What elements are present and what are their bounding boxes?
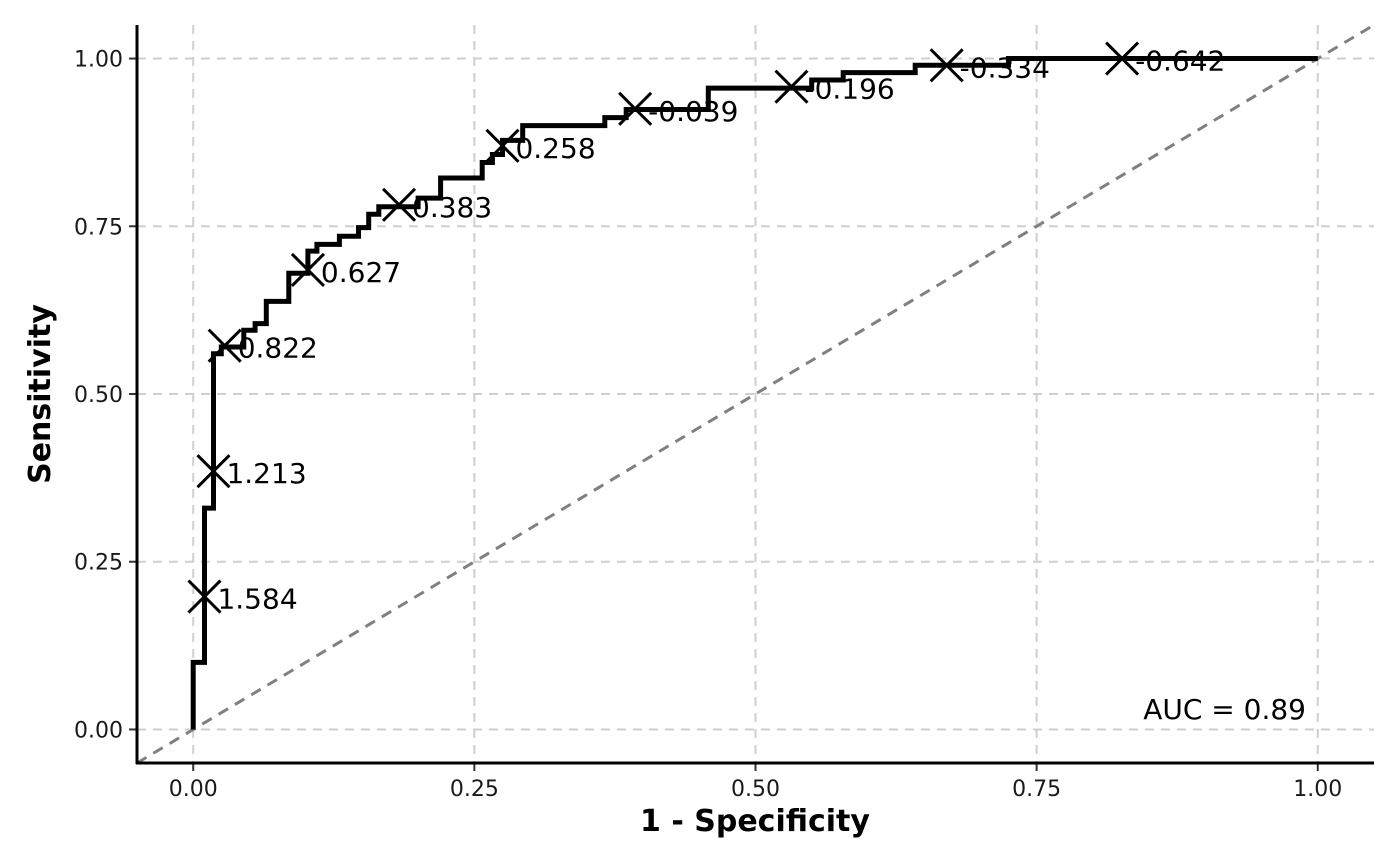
x-tick-label: 0.50	[731, 777, 780, 802]
cutpoint-label: 0.258	[515, 132, 595, 165]
y-tick-label: 0.00	[74, 718, 123, 743]
cutpoint-marker	[290, 252, 325, 287]
x-tick-label: 0.25	[450, 777, 499, 802]
cutpoint-x-stroke	[929, 48, 964, 83]
cutpoint-x-stroke	[207, 328, 242, 363]
cutpoint-label: -0.196	[804, 73, 894, 106]
cutpoint-label: 1.213	[226, 457, 306, 490]
cutpoint-x-stroke	[290, 252, 325, 287]
cutpoint-marker	[196, 454, 231, 489]
cutpoint-label: 0.383	[412, 191, 492, 224]
cutpoint-marker	[485, 128, 520, 163]
x-tick-label: 0.00	[169, 777, 218, 802]
y-tick-label: 0.75	[74, 215, 123, 240]
axes-layer: 0.00 0.25 0.50 0.75 1.00 0.00 0.25 0.50 0.75 1.00	[74, 25, 1374, 802]
x-tick-label: 1.00	[1293, 777, 1342, 802]
cutpoint-marker	[618, 91, 653, 126]
cutpoint-marker	[187, 579, 222, 614]
cutpoint-marker	[381, 187, 417, 222]
cutpoint-x-stroke	[187, 579, 222, 614]
cutpoint-label: 0.627	[321, 256, 401, 289]
reference-diagonal-layer	[136, 23, 1375, 765]
cutpoint-label: -0.039	[648, 95, 738, 128]
y-tick-label: 0.50	[74, 383, 123, 408]
cutpoint-x-stroke	[774, 69, 809, 104]
roc-curve-layer	[190, 56, 1318, 730]
y-tick-label: 0.25	[74, 551, 123, 576]
cutpoint-x-stroke	[485, 128, 520, 163]
cutpoint-x-stroke	[196, 454, 231, 489]
cutpoint-x-stroke	[381, 187, 417, 222]
cutpoint-label: 1.584	[217, 583, 297, 616]
y-axis-title: Sensitivity	[23, 304, 58, 484]
cutpoint-marker	[207, 328, 242, 363]
cutpoint-x-stroke	[618, 91, 653, 126]
cutpoint-markers-layer: 1.584 1.213 0.822 0.627 0.383 0.258 -0.039 -0.1…	[187, 41, 1225, 616]
x-tick-label: 0.75	[1012, 777, 1061, 802]
cutpoint-label: 0.822	[238, 332, 318, 365]
cutpoint-marker	[929, 48, 964, 83]
auc-annotation: AUC = 0.89	[1143, 693, 1306, 726]
cutpoint-marker	[1105, 41, 1140, 76]
y-tick-label: 1.00	[74, 48, 123, 73]
reference-diagonal-line	[136, 23, 1375, 765]
cutpoint-marker	[774, 69, 809, 104]
x-axis-title: 1 - Specificity	[640, 804, 870, 839]
cutpoint-x-stroke	[1105, 41, 1140, 76]
cutpoint-label: -0.642	[1135, 45, 1225, 78]
roc-curve-line	[190, 56, 1318, 730]
cutpoint-label: -0.334	[960, 51, 1050, 84]
